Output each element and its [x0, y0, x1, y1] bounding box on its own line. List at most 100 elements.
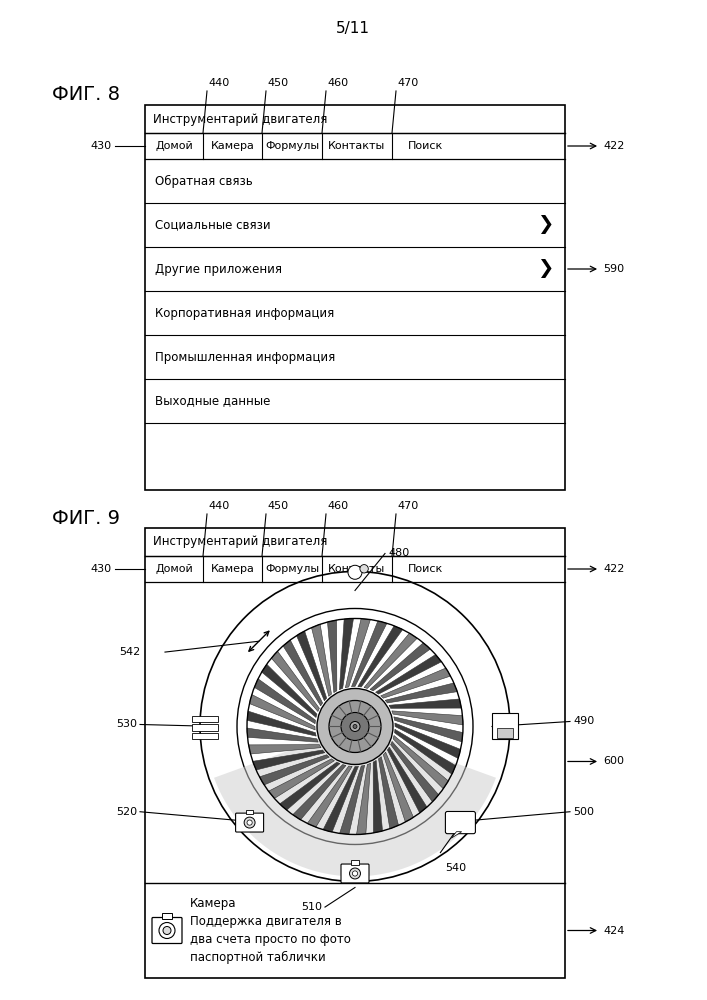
Circle shape — [317, 688, 393, 764]
Text: паспортной таблички: паспортной таблички — [190, 950, 326, 964]
Ellipse shape — [200, 571, 510, 881]
Text: 510: 510 — [301, 902, 322, 912]
Circle shape — [348, 565, 362, 579]
FancyBboxPatch shape — [235, 813, 264, 832]
Circle shape — [329, 700, 381, 752]
Polygon shape — [259, 755, 329, 785]
Polygon shape — [308, 766, 352, 827]
Text: Формулы: Формулы — [265, 141, 319, 151]
Polygon shape — [364, 633, 417, 688]
Bar — [192, 733, 218, 739]
FancyBboxPatch shape — [445, 811, 475, 834]
Text: 460: 460 — [327, 78, 348, 88]
Bar — [145, 105, 565, 490]
Text: 440: 440 — [208, 78, 229, 88]
Polygon shape — [358, 626, 403, 687]
Polygon shape — [378, 757, 399, 829]
Text: ❯: ❯ — [537, 216, 553, 234]
Text: Домой: Домой — [155, 141, 193, 151]
Bar — [145, 528, 565, 978]
Polygon shape — [214, 726, 496, 876]
Polygon shape — [253, 750, 325, 770]
Polygon shape — [271, 651, 320, 711]
Polygon shape — [283, 640, 322, 706]
Polygon shape — [389, 699, 462, 708]
Text: 424: 424 — [603, 926, 624, 936]
Text: 530: 530 — [116, 719, 137, 729]
Polygon shape — [387, 747, 427, 813]
Polygon shape — [394, 717, 463, 742]
Text: 460: 460 — [327, 501, 348, 511]
Text: 470: 470 — [397, 501, 419, 511]
Bar — [192, 716, 218, 722]
Text: 490: 490 — [573, 716, 595, 726]
Circle shape — [247, 820, 252, 825]
Text: 542: 542 — [119, 647, 140, 657]
Text: Инструментарий двигателя: Инструментарий двигателя — [153, 112, 327, 125]
Polygon shape — [392, 711, 463, 725]
Bar — [351, 860, 359, 865]
Text: 470: 470 — [397, 78, 419, 88]
Text: Контакты: Контакты — [328, 141, 385, 151]
Text: Другие приложения: Другие приложения — [155, 262, 282, 275]
Circle shape — [244, 817, 255, 828]
Polygon shape — [395, 723, 460, 758]
Bar — [246, 810, 254, 814]
Text: 440: 440 — [208, 501, 229, 511]
Bar — [497, 728, 513, 738]
Polygon shape — [345, 619, 370, 688]
Polygon shape — [262, 664, 317, 717]
Text: Обратная связь: Обратная связь — [155, 174, 252, 188]
Circle shape — [349, 868, 361, 879]
Circle shape — [352, 871, 358, 876]
Polygon shape — [255, 679, 315, 724]
Text: 600: 600 — [603, 756, 624, 766]
Polygon shape — [280, 762, 340, 810]
Bar — [192, 724, 218, 731]
Text: Камера: Камера — [211, 141, 255, 151]
Polygon shape — [375, 655, 441, 694]
Text: 500: 500 — [573, 807, 594, 817]
Bar — [162, 912, 172, 918]
Text: ❯: ❯ — [537, 259, 553, 278]
Text: два счета просто по фото: два счета просто по фото — [190, 932, 351, 946]
Text: ФИГ. 9: ФИГ. 9 — [52, 508, 120, 528]
Polygon shape — [293, 765, 346, 820]
Text: 430: 430 — [91, 564, 112, 574]
Circle shape — [350, 721, 360, 731]
Text: Камера: Камера — [211, 564, 255, 574]
Text: Домой: Домой — [155, 564, 193, 574]
Text: Поиск: Поиск — [409, 141, 443, 151]
Text: 422: 422 — [603, 141, 624, 151]
Circle shape — [360, 565, 368, 573]
Text: Камера: Камера — [190, 896, 237, 910]
Polygon shape — [247, 711, 316, 736]
Text: 5/11: 5/11 — [336, 20, 370, 35]
Circle shape — [341, 712, 369, 740]
Polygon shape — [373, 760, 382, 833]
Text: 450: 450 — [267, 501, 288, 511]
FancyBboxPatch shape — [152, 918, 182, 944]
Text: 590: 590 — [603, 264, 624, 274]
Polygon shape — [351, 621, 387, 687]
Text: 430: 430 — [91, 141, 112, 151]
Circle shape — [353, 724, 357, 728]
Text: Инструментарий двигателя: Инструментарий двигателя — [153, 536, 327, 548]
Text: Социальные связи: Социальные связи — [155, 219, 271, 232]
Polygon shape — [339, 765, 365, 834]
Text: Промышленная информация: Промышленная информация — [155, 351, 335, 363]
Text: Контакты: Контакты — [328, 564, 385, 574]
Polygon shape — [327, 620, 337, 693]
Polygon shape — [339, 618, 354, 690]
Polygon shape — [323, 766, 358, 832]
Text: ФИГ. 8: ФИГ. 8 — [52, 86, 120, 104]
Polygon shape — [395, 729, 456, 774]
Polygon shape — [381, 668, 450, 698]
Text: 540: 540 — [445, 863, 467, 873]
Circle shape — [163, 926, 171, 934]
Text: Выходные данные: Выходные данные — [155, 394, 270, 408]
Polygon shape — [393, 736, 448, 789]
Text: Поддержка двигателя в: Поддержка двигателя в — [190, 914, 341, 928]
Bar — [492, 713, 518, 739]
Polygon shape — [269, 759, 334, 798]
